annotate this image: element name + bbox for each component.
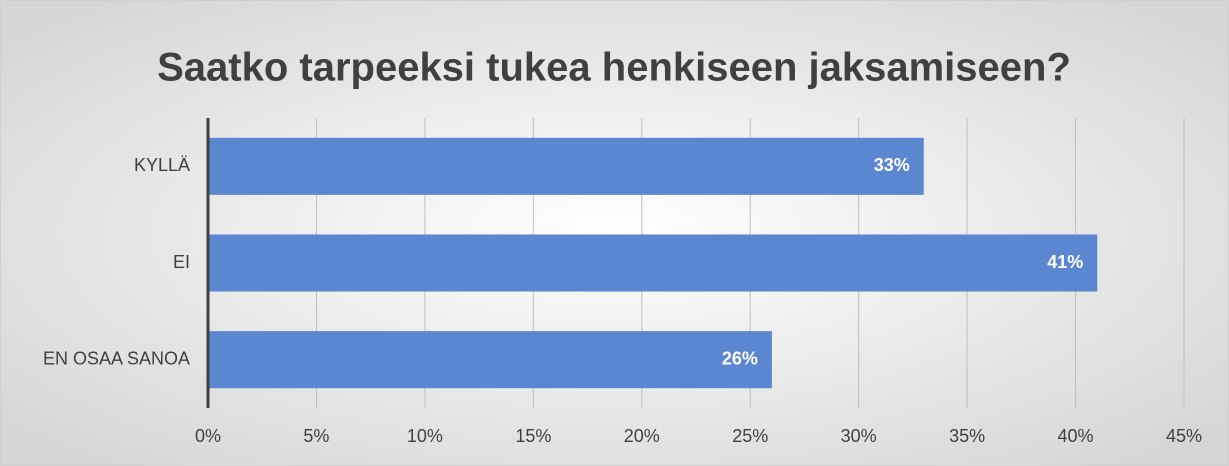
x-tick-label: 30% <box>841 426 877 446</box>
x-tick-label: 45% <box>1166 426 1202 446</box>
x-tick-label: 0% <box>195 426 221 446</box>
data-label: 41% <box>1047 252 1083 272</box>
x-tick-label: 40% <box>1058 426 1094 446</box>
y-tick-label: EN OSAA SANOA <box>43 348 190 368</box>
data-label: 26% <box>722 348 758 368</box>
x-tick-label: 10% <box>407 426 443 446</box>
x-tick-label: 35% <box>949 426 985 446</box>
bar <box>208 137 924 195</box>
chart-title: Saatko tarpeeksi tukea henkiseen jaksami… <box>157 46 1071 90</box>
x-tick-label: 5% <box>303 426 329 446</box>
bar <box>208 331 772 389</box>
x-tick-label: 20% <box>624 426 660 446</box>
x-tick-label: 25% <box>732 426 768 446</box>
data-label: 33% <box>874 155 910 175</box>
x-tick-label: 15% <box>515 426 551 446</box>
y-tick-label: EI <box>173 252 190 272</box>
bar <box>208 234 1098 292</box>
y-tick-label: KYLLÄ <box>134 155 190 175</box>
